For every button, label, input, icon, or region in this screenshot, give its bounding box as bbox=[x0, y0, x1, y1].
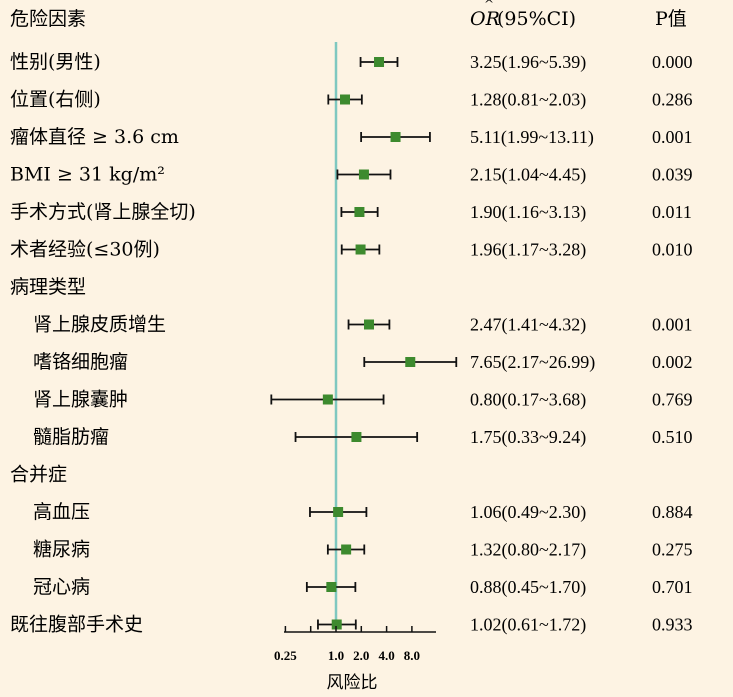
or-point bbox=[322, 394, 333, 405]
or-point bbox=[405, 357, 416, 367]
header-or: OR bbox=[470, 8, 500, 30]
row-label: 瘤体直径 ≥ 3.6 cm bbox=[10, 126, 179, 148]
or-point bbox=[390, 132, 401, 142]
x-axis: 0.25 1.0 2.0 4.0 8.0 bbox=[274, 626, 436, 663]
row-label: 位置(右侧) bbox=[10, 89, 101, 111]
row-label: 既往腹部手术史 bbox=[10, 614, 143, 636]
row-label: 术者经验(≤30例) bbox=[10, 239, 160, 261]
or-point bbox=[355, 244, 366, 255]
or-ci-value: 3.25(1.96~5.39) bbox=[470, 52, 586, 73]
row-label: 性别(男性) bbox=[10, 51, 101, 73]
or-point bbox=[374, 57, 385, 67]
x-tick-label: 2.0 bbox=[353, 648, 369, 663]
or-ci-value: 1.02(0.61~1.72) bbox=[470, 615, 586, 636]
or-ci-value: 1.90(1.16~3.13) bbox=[470, 202, 586, 223]
header-factor: 危险因素 bbox=[10, 8, 86, 30]
or-point bbox=[351, 432, 362, 442]
row-label: 冠心病 bbox=[33, 576, 90, 598]
p-value: 0.884 bbox=[652, 502, 693, 522]
x-axis-label: 风险比 bbox=[327, 673, 378, 693]
or-point bbox=[331, 619, 342, 630]
or-ci-value: 5.11(1.99~13.11) bbox=[470, 127, 594, 148]
p-value: 0.001 bbox=[652, 127, 693, 147]
or-point bbox=[326, 582, 337, 592]
plot-rows: 性别(男性) 3.25(1.96~5.39) 0.000 位置(右侧) 1.28(0.8… bbox=[10, 42, 693, 636]
x-tick-label: 0.25 bbox=[274, 648, 297, 663]
or-point bbox=[364, 319, 375, 330]
p-value: 0.002 bbox=[652, 352, 693, 372]
p-value: 0.000 bbox=[652, 52, 693, 72]
p-value: 0.510 bbox=[652, 427, 693, 447]
p-value: 0.701 bbox=[652, 577, 693, 597]
header-ci: (95%CI) bbox=[497, 8, 576, 30]
or-ci-value: 1.96(1.17~3.28) bbox=[470, 240, 586, 261]
or-ci-value: 1.28(0.81~2.03) bbox=[470, 90, 586, 111]
header-or-hat: ^ bbox=[484, 0, 494, 11]
row-label: 嗜铬细胞瘤 bbox=[33, 351, 128, 373]
or-point bbox=[333, 507, 344, 517]
or-ci-value: 7.65(2.17~26.99) bbox=[470, 352, 595, 373]
or-ci-value: 1.06(0.49~2.30) bbox=[470, 502, 586, 523]
row-label: BMI ≥ 31 kg/m² bbox=[10, 164, 165, 186]
row-label: 肾上腺囊肿 bbox=[33, 389, 128, 411]
p-value: 0.039 bbox=[652, 165, 693, 185]
or-ci-value: 1.32(0.80~2.17) bbox=[470, 540, 586, 561]
or-ci-value: 0.88(0.45~1.70) bbox=[470, 577, 586, 598]
p-value: 0.011 bbox=[652, 202, 692, 222]
p-value: 0.286 bbox=[652, 90, 693, 110]
or-point bbox=[358, 169, 369, 180]
row-label: 糖尿病 bbox=[33, 539, 90, 561]
x-tick-label: 1.0 bbox=[328, 648, 344, 663]
row-label: 肾上腺皮质增生 bbox=[33, 314, 166, 336]
group-label: 合并症 bbox=[10, 464, 67, 486]
or-point bbox=[354, 207, 365, 217]
p-value: 0.001 bbox=[652, 315, 693, 335]
row-label: 高血压 bbox=[33, 501, 90, 523]
or-ci-value: 1.75(0.33~9.24) bbox=[470, 427, 586, 448]
p-value: 0.769 bbox=[652, 390, 693, 410]
row-label: 髓脂肪瘤 bbox=[33, 426, 109, 448]
or-ci-value: 2.47(1.41~4.32) bbox=[470, 315, 586, 336]
p-value: 0.010 bbox=[652, 240, 693, 260]
or-point bbox=[341, 544, 352, 555]
x-tick-label: 8.0 bbox=[404, 648, 420, 663]
x-tick-label: 4.0 bbox=[378, 648, 394, 663]
row-label: 手术方式(肾上腺全切) bbox=[10, 201, 196, 223]
or-ci-value: 0.80(0.17~3.68) bbox=[470, 390, 586, 411]
header-p: P值 bbox=[655, 8, 687, 30]
p-value: 0.275 bbox=[652, 540, 693, 560]
or-point bbox=[340, 94, 351, 105]
p-value: 0.933 bbox=[652, 615, 693, 635]
group-label: 病理类型 bbox=[10, 276, 86, 298]
or-ci-value: 2.15(1.04~4.45) bbox=[470, 165, 586, 186]
